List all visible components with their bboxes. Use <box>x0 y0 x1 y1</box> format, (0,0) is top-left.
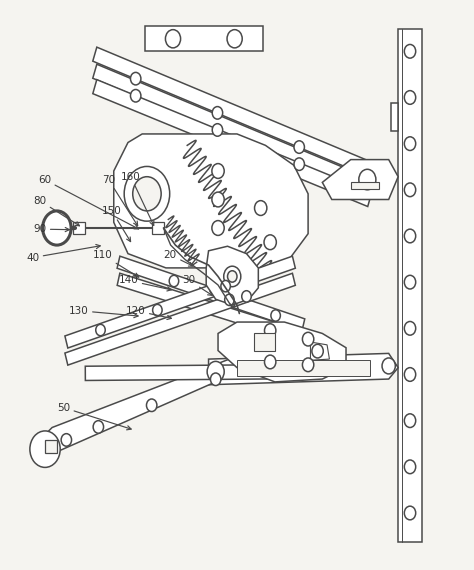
Polygon shape <box>117 256 305 331</box>
Polygon shape <box>391 103 398 131</box>
Polygon shape <box>145 26 263 51</box>
Text: 50: 50 <box>57 402 131 430</box>
Text: 20: 20 <box>164 250 193 266</box>
Circle shape <box>210 373 221 385</box>
Circle shape <box>133 177 161 211</box>
Text: 30: 30 <box>182 275 212 295</box>
Circle shape <box>312 344 323 358</box>
Text: 90: 90 <box>33 224 69 234</box>
Polygon shape <box>152 222 164 234</box>
Circle shape <box>404 91 416 104</box>
Circle shape <box>207 361 224 382</box>
Circle shape <box>404 414 416 428</box>
Circle shape <box>404 137 416 150</box>
Circle shape <box>359 169 376 190</box>
Circle shape <box>302 358 314 372</box>
Circle shape <box>404 275 416 289</box>
Circle shape <box>93 421 103 433</box>
Circle shape <box>264 324 276 337</box>
Polygon shape <box>73 222 85 234</box>
Circle shape <box>404 368 416 381</box>
Polygon shape <box>45 440 57 453</box>
Circle shape <box>43 211 71 245</box>
Circle shape <box>221 280 230 292</box>
Circle shape <box>146 399 157 412</box>
Circle shape <box>130 89 141 102</box>
Text: 130: 130 <box>69 306 138 317</box>
Polygon shape <box>114 134 308 268</box>
Polygon shape <box>65 256 295 348</box>
Circle shape <box>302 332 314 346</box>
Polygon shape <box>206 246 258 305</box>
Circle shape <box>212 107 223 119</box>
Circle shape <box>153 304 162 316</box>
Circle shape <box>264 355 276 369</box>
Circle shape <box>224 266 241 287</box>
Circle shape <box>382 358 395 374</box>
Circle shape <box>225 294 234 306</box>
Circle shape <box>212 164 224 178</box>
Polygon shape <box>93 64 369 192</box>
Text: 110: 110 <box>92 250 139 277</box>
Circle shape <box>212 221 224 235</box>
Circle shape <box>404 229 416 243</box>
Circle shape <box>130 72 141 85</box>
Circle shape <box>404 183 416 197</box>
Circle shape <box>242 291 251 302</box>
Circle shape <box>404 321 416 335</box>
Circle shape <box>165 30 181 48</box>
Circle shape <box>169 275 179 287</box>
Polygon shape <box>398 28 422 542</box>
Polygon shape <box>218 322 346 382</box>
Polygon shape <box>351 182 379 189</box>
Circle shape <box>61 434 72 446</box>
Circle shape <box>404 44 416 58</box>
Text: 80: 80 <box>33 196 80 226</box>
Polygon shape <box>322 160 398 200</box>
Text: 140: 140 <box>118 275 172 291</box>
Circle shape <box>228 271 237 282</box>
Polygon shape <box>85 365 294 380</box>
Polygon shape <box>209 353 398 385</box>
Circle shape <box>264 235 276 250</box>
Circle shape <box>404 460 416 474</box>
Polygon shape <box>93 47 369 175</box>
Polygon shape <box>93 80 372 206</box>
Circle shape <box>255 201 267 215</box>
Text: 70: 70 <box>102 174 137 226</box>
Text: 120: 120 <box>126 306 172 320</box>
Text: 40: 40 <box>26 245 100 263</box>
Circle shape <box>124 166 170 221</box>
Polygon shape <box>237 360 370 376</box>
Circle shape <box>96 324 105 336</box>
Circle shape <box>294 158 304 170</box>
Text: 150: 150 <box>102 206 130 242</box>
Circle shape <box>212 192 224 207</box>
Circle shape <box>30 431 60 467</box>
Circle shape <box>271 310 281 321</box>
Polygon shape <box>38 353 273 456</box>
Polygon shape <box>117 273 319 348</box>
Circle shape <box>294 141 304 153</box>
Circle shape <box>212 124 223 136</box>
Polygon shape <box>310 342 329 360</box>
Circle shape <box>227 30 242 48</box>
Text: 160: 160 <box>121 172 154 225</box>
Polygon shape <box>254 333 275 351</box>
Polygon shape <box>65 273 295 365</box>
Text: 60: 60 <box>38 174 138 229</box>
Circle shape <box>404 506 416 520</box>
